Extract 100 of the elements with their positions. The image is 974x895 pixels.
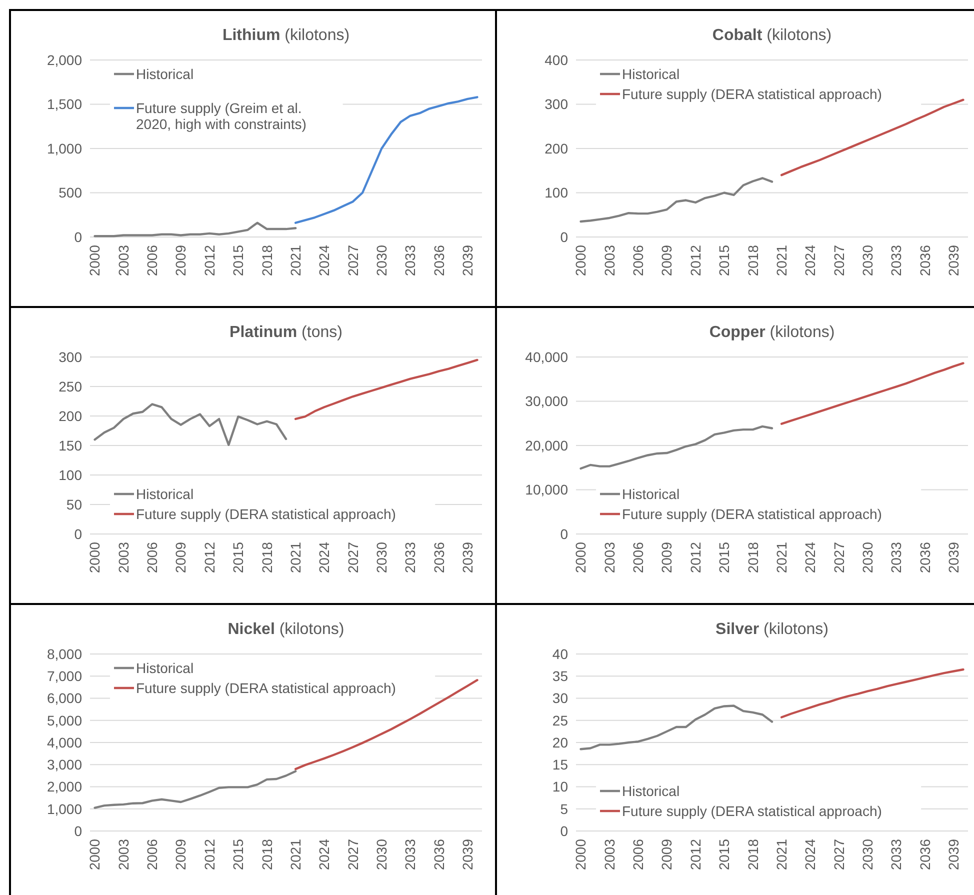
x-tick-label: 2012 <box>687 838 704 870</box>
y-tick-label: 300 <box>544 96 568 112</box>
y-tick-label: 15 <box>552 756 568 773</box>
x-tick-label: 2006 <box>144 542 160 574</box>
x-tick-label: 2024 <box>316 244 332 276</box>
y-tick-label: 200 <box>544 140 568 156</box>
x-tick-label: 2012 <box>201 838 218 870</box>
x-tick-label: 2018 <box>744 838 761 870</box>
x-tick-label: 2030 <box>374 838 390 870</box>
x-tick-label: 2039 <box>946 838 962 870</box>
x-tick-label: 2021 <box>773 244 790 276</box>
chart-title: Platinum (tons) <box>230 324 342 341</box>
x-tick-label: 2030 <box>860 244 876 276</box>
x-tick-label: 2030 <box>860 542 876 574</box>
x-tick-label: 2021 <box>773 542 790 574</box>
y-tick-label: 200 <box>58 408 82 424</box>
y-tick-label: 5 <box>560 800 568 817</box>
y-tick-label: 30 <box>552 690 568 706</box>
x-tick-label: 2033 <box>888 244 904 276</box>
x-tick-label: 2039 <box>946 244 962 276</box>
x-tick-label: 2036 <box>916 244 933 276</box>
x-tick-label: 2009 <box>658 542 675 574</box>
y-tick-label: 4,000 <box>46 734 82 750</box>
y-tick-label: 10,000 <box>525 482 568 498</box>
x-tick-label: 2000 <box>572 542 589 574</box>
y-tick-label: 300 <box>58 348 82 365</box>
legend-label: Historical <box>136 486 194 502</box>
x-tick-label: 2027 <box>830 244 847 276</box>
y-tick-label: 0 <box>74 822 82 839</box>
x-tick-label: 2006 <box>144 838 160 870</box>
line-series <box>780 668 964 718</box>
x-tick-label: 2000 <box>86 542 103 574</box>
y-tick-label: 1,500 <box>46 96 82 112</box>
x-tick-label: 2003 <box>115 838 132 870</box>
y-tick-label: 5,000 <box>46 712 82 728</box>
x-tick-label: 2027 <box>344 838 361 870</box>
x-tick-label: 2036 <box>430 244 447 276</box>
chart-title: Silver (kilotons) <box>716 621 828 638</box>
x-tick-label: 2030 <box>860 838 876 870</box>
x-tick-label: 2009 <box>172 244 189 276</box>
y-tick-label: 7,000 <box>46 668 82 684</box>
y-tick-label: 1,000 <box>46 800 82 817</box>
x-tick-label: 2000 <box>86 838 103 870</box>
y-tick-label: 30,000 <box>525 393 568 410</box>
x-tick-label: 2006 <box>630 244 646 276</box>
legend-label: Future supply (DERA statistical approach) <box>136 506 396 522</box>
x-tick-label: 2027 <box>344 542 361 574</box>
x-tick-label: 2024 <box>316 542 332 574</box>
x-tick-label: 2033 <box>888 838 904 870</box>
x-tick-label: 2036 <box>430 542 447 574</box>
y-tick-label: 500 <box>58 184 82 201</box>
x-tick-label: 2024 <box>802 542 818 574</box>
y-tick-label: 0 <box>560 228 568 245</box>
x-tick-label: 2006 <box>630 542 646 574</box>
y-tick-label: 8,000 <box>46 646 82 662</box>
x-tick-label: 2000 <box>572 838 589 870</box>
legend-label: Future supply (DERA statistical approach) <box>622 506 882 522</box>
legend-label: Historical <box>622 782 680 799</box>
x-tick-label: 2030 <box>374 542 390 574</box>
x-tick-label: 2030 <box>374 244 390 276</box>
x-tick-label: 2039 <box>460 244 476 276</box>
x-tick-label: 2012 <box>687 244 704 276</box>
x-tick-label: 2039 <box>946 542 962 574</box>
y-tick-label: 40,000 <box>525 348 568 365</box>
x-tick-label: 2018 <box>258 542 275 574</box>
x-tick-label: 2036 <box>916 838 933 870</box>
x-tick-label: 2015 <box>230 542 246 574</box>
legend-label: Historical <box>622 486 680 502</box>
x-tick-label: 2003 <box>601 244 618 276</box>
y-tick-label: 0 <box>74 228 82 245</box>
y-tick-label: 40 <box>552 646 568 662</box>
x-tick-label: 2003 <box>115 244 132 276</box>
y-tick-label: 3,000 <box>46 756 82 773</box>
x-tick-label: 2021 <box>773 838 790 870</box>
y-tick-label: 100 <box>58 466 82 483</box>
line-series <box>294 358 478 420</box>
x-tick-label: 2024 <box>316 838 332 870</box>
x-tick-label: 2036 <box>916 542 933 574</box>
legend-label: Historical <box>136 660 194 676</box>
x-tick-label: 2009 <box>172 542 189 574</box>
chart-title: Lithium (kilotons) <box>222 27 350 44</box>
x-tick-label: 2039 <box>460 838 476 870</box>
x-tick-label: 2009 <box>658 838 675 870</box>
x-tick-label: 2012 <box>201 542 218 574</box>
x-tick-label: 2015 <box>716 542 732 574</box>
chart-title: Copper (kilotons) <box>709 324 835 341</box>
y-tick-label: 35 <box>552 668 568 684</box>
x-tick-label: 2021 <box>287 838 304 870</box>
y-tick-label: 100 <box>544 184 568 201</box>
legend-label: Future supply (DERA statistical approach) <box>622 802 882 819</box>
y-tick-label: 50 <box>66 496 82 512</box>
legend-label: Future supply (Greim et al. 2020, high with constraints) <box>136 100 306 132</box>
x-tick-label: 2018 <box>258 244 275 276</box>
x-tick-label: 2036 <box>430 838 447 870</box>
line-series <box>94 222 297 238</box>
y-tick-label: 0 <box>560 822 568 839</box>
x-tick-label: 2000 <box>86 244 103 276</box>
x-tick-label: 2018 <box>744 542 761 574</box>
y-tick-label: 250 <box>58 378 82 394</box>
x-tick-label: 2033 <box>402 244 418 276</box>
